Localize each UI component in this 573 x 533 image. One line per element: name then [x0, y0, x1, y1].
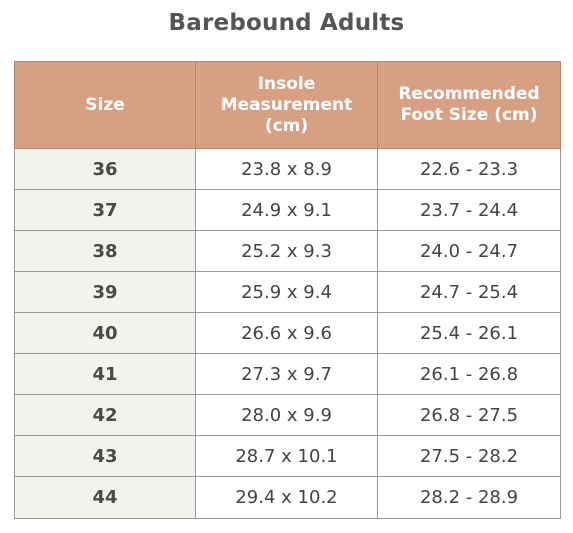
table-row: 40 26.6 x 9.6 25.4 - 26.1: [14, 312, 561, 354]
foot-size-cell: 26.1 - 26.8: [377, 353, 561, 395]
size-chart-table: Size Insole Measurement (cm) Recommended…: [14, 61, 561, 519]
table-row: 42 28.0 x 9.9 26.8 - 27.5: [14, 394, 561, 436]
foot-size-cell: 25.4 - 26.1: [377, 312, 561, 354]
size-cell: 40: [14, 312, 196, 354]
insole-cell: 29.4 x 10.2: [195, 476, 378, 519]
insole-cell: 28.0 x 9.9: [195, 394, 378, 436]
header-row: Size Insole Measurement (cm) Recommended…: [14, 61, 561, 149]
insole-cell: 25.9 x 9.4: [195, 271, 378, 313]
header-insole-line: (cm): [264, 115, 309, 136]
foot-size-cell: 27.5 - 28.2: [377, 435, 561, 477]
foot-size-cell: 22.6 - 23.3: [377, 148, 561, 190]
insole-cell: 25.2 x 9.3: [195, 230, 378, 272]
size-cell: 42: [14, 394, 196, 436]
header-recommended-foot-size: Recommended Foot Size (cm): [377, 61, 561, 149]
size-cell: 37: [14, 189, 196, 231]
foot-size-cell: 23.7 - 24.4: [377, 189, 561, 231]
header-size-line: Size: [85, 94, 125, 115]
table-row: 37 24.9 x 9.1 23.7 - 24.4: [14, 189, 561, 231]
page-title: Barebound Adults: [168, 10, 405, 36]
table-body: 36 23.8 x 8.9 22.6 - 23.3 37 24.9 x 9.1 …: [14, 148, 561, 519]
size-cell: 36: [14, 148, 196, 190]
foot-size-cell: 24.0 - 24.7: [377, 230, 561, 272]
header-foot-line: Foot Size (cm): [400, 105, 538, 125]
table-row: 41 27.3 x 9.7 26.1 - 26.8: [14, 353, 561, 395]
size-cell: 39: [14, 271, 196, 313]
header-insole-measurement: Insole Measurement (cm): [195, 61, 378, 149]
size-cell: 41: [14, 353, 196, 395]
table-row: 38 25.2 x 9.3 24.0 - 24.7: [14, 230, 561, 272]
insole-cell: 26.6 x 9.6: [195, 312, 378, 354]
table-header: Size Insole Measurement (cm) Recommended…: [14, 61, 561, 149]
table-row: 44 29.4 x 10.2 28.2 - 28.9: [14, 476, 561, 519]
size-cell: 43: [14, 435, 196, 477]
foot-size-cell: 28.2 - 28.9: [377, 476, 561, 519]
table-row: 43 28.7 x 10.1 27.5 - 28.2: [14, 435, 561, 477]
header-foot-line: Recommended: [398, 84, 540, 104]
insole-cell: 28.7 x 10.1: [195, 435, 378, 477]
insole-cell: 24.9 x 9.1: [195, 189, 378, 231]
insole-cell: 23.8 x 8.9: [195, 148, 378, 190]
table-row: 36 23.8 x 8.9 22.6 - 23.3: [14, 148, 561, 190]
insole-cell: 27.3 x 9.7: [195, 353, 378, 395]
size-cell: 44: [14, 476, 196, 519]
table-row: 39 25.9 x 9.4 24.7 - 25.4: [14, 271, 561, 313]
header-insole-line: Measurement: [220, 94, 353, 115]
size-cell: 38: [14, 230, 196, 272]
foot-size-cell: 24.7 - 25.4: [377, 271, 561, 313]
foot-size-cell: 26.8 - 27.5: [377, 394, 561, 436]
header-size: Size: [14, 61, 196, 149]
header-insole-line: Insole: [257, 73, 316, 94]
